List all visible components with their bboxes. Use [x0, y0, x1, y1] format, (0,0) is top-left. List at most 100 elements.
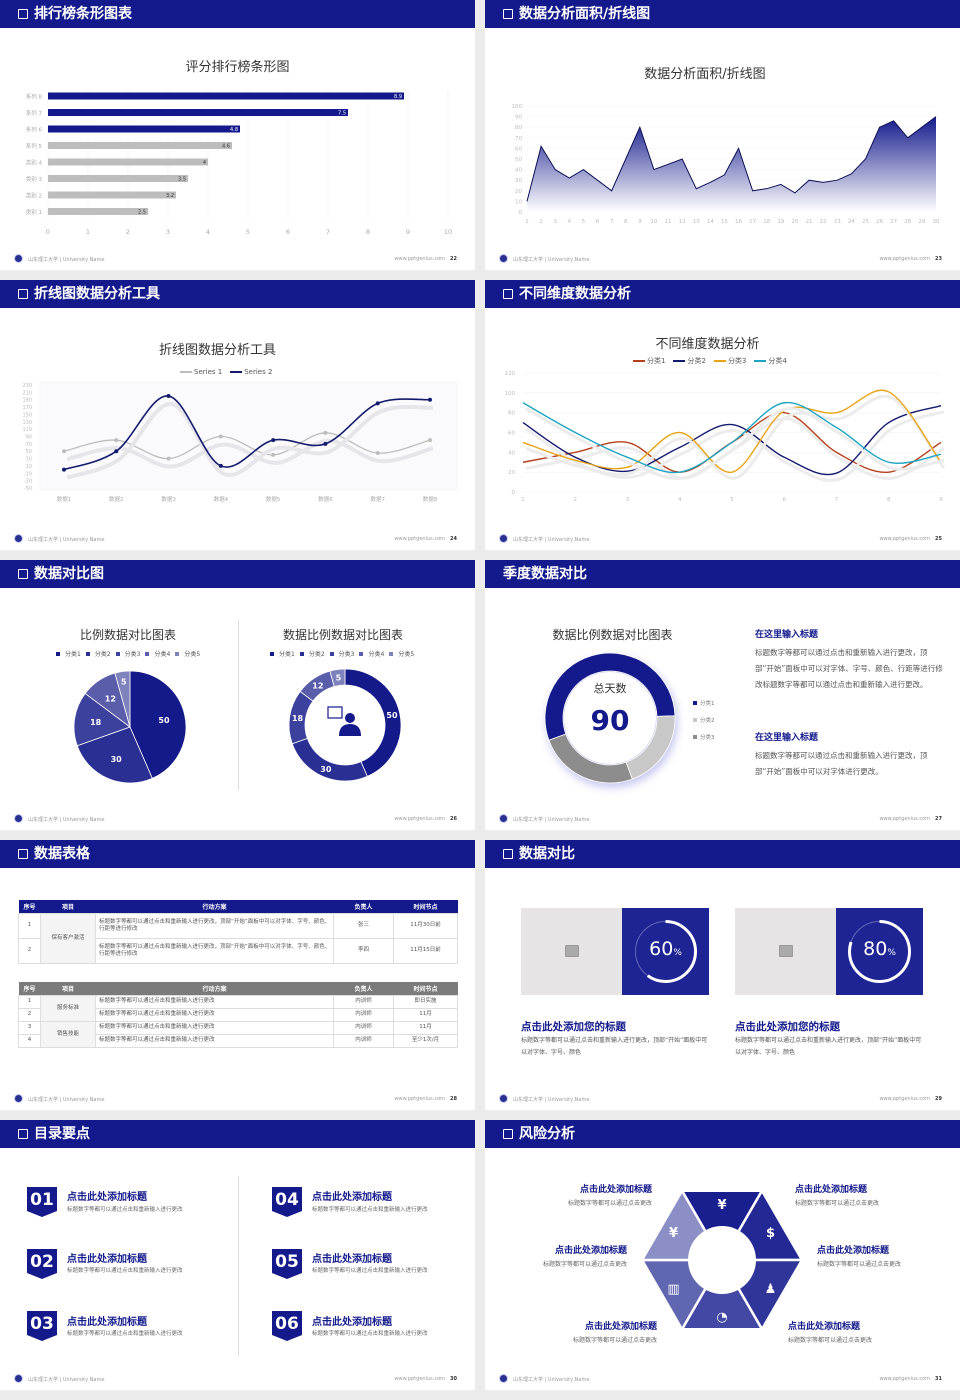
y-tick-label: 20	[508, 470, 515, 476]
slide-title: 数据分析面积/折线图	[519, 6, 651, 22]
university-logo-icon	[14, 534, 23, 543]
person-head-icon	[345, 713, 355, 723]
divider	[238, 620, 239, 790]
y-tick-label: 类别 2	[26, 192, 42, 200]
slide-footer: 山东理工大学 | University Name www.pptgenius.co…	[485, 1093, 960, 1105]
chart-title: 不同维度数据分析	[655, 337, 760, 352]
page-number: 27	[935, 816, 942, 822]
checkbox-icon	[503, 1129, 513, 1139]
image-placeholder[interactable]	[735, 908, 836, 995]
bar-chart: 0 1 2 3 4 5 6 7 8 9 10 类别 1 2.5 类别 2 3.2 类别 3 3.5 类别 4 4 系列…	[26, 90, 452, 236]
footer-website: www.pptgenius.com	[879, 256, 930, 262]
data-label: 50	[158, 716, 170, 725]
y-tick-label: 50	[26, 449, 32, 455]
cell-no: 1	[18, 912, 41, 939]
item-text: 标题数字等都可以通过点击和重新输入进行更改	[312, 1207, 428, 1213]
x-tick-label: 3	[166, 228, 170, 236]
legend-item: 分类4	[359, 649, 384, 658]
slide-footer: 山东理工大学 | University Name www.pptgenius.co…	[0, 1093, 475, 1105]
item-text: 标题数字等都可以通过点击和重新输入进行更改	[312, 1331, 428, 1337]
slice-分类3	[548, 733, 633, 784]
page-number: 30	[450, 1376, 457, 1382]
slide-title: 季度数据对比	[503, 566, 587, 582]
data-label: 50	[386, 711, 398, 720]
slide-header: 目录要点	[0, 1120, 475, 1148]
x-tick-label: 8	[887, 497, 891, 503]
slide-title: 数据表格	[34, 846, 90, 862]
x-tick-label: 30	[933, 219, 940, 225]
y-tick-label: 210	[22, 390, 32, 396]
bar	[48, 191, 176, 199]
cell-time: 11月	[393, 1020, 458, 1035]
legend-item: 分类2	[693, 713, 715, 730]
legend-label: 分类2	[700, 718, 715, 724]
area-fill	[527, 116, 936, 212]
y-tick-label: 90	[26, 435, 32, 441]
data-label: 30	[320, 765, 332, 774]
data-label: 12	[312, 681, 323, 690]
x-tick-label: 27	[890, 219, 897, 225]
legend-swatch	[115, 651, 120, 656]
legend-swatch	[270, 651, 274, 656]
multi-line-chart: 0 20 40 60 80 100 120 1 2 3 4 5 6 7 8 9	[505, 371, 946, 503]
number-badge: 04	[272, 1187, 302, 1217]
image-placeholder[interactable]	[521, 908, 622, 995]
cell-plan: 标题数字等都可以通过点击和重新输入进行更改	[95, 994, 334, 1009]
checkbox-icon	[503, 289, 513, 299]
footer-university: 山东理工大学 | University Name	[513, 537, 590, 543]
y-tick-label: 90	[515, 115, 522, 121]
legend-label: 分类3	[124, 651, 141, 658]
slide-season-compare: 季度数据对比 数据比例数据对比图表 总天数 90 分类1 分类2 分类3 在这里输入…	[485, 560, 960, 830]
pie-chart-icon: ◔	[716, 1310, 727, 1325]
slide-outline: 目录要点 01 点击此处添加标题 标题数字等都可以通过点击和重新输入进行更改 02 点…	[0, 1120, 475, 1390]
data-label: 5	[121, 678, 127, 687]
x-tick-label: 数据5	[266, 495, 281, 503]
table-row: 1 保有客户激活 标题数字等都可以通过点击和重新输入进行更改，顶部“开始”面板中…	[18, 912, 458, 964]
legend-swatch	[693, 701, 697, 705]
data-point	[271, 452, 276, 457]
data-label: 4	[203, 160, 206, 166]
legend-swatch	[754, 360, 767, 362]
slice-分类5	[329, 668, 346, 687]
x-tick-label: 数据2	[109, 495, 124, 503]
legend-label: 分类2	[687, 357, 706, 365]
slide-title: 目录要点	[34, 1126, 90, 1142]
slide-title: 数据对比	[519, 846, 575, 862]
y-tick-label: 50	[515, 157, 522, 163]
y-tick-label: 40	[515, 168, 522, 174]
bar	[48, 208, 148, 215]
item-text: 标题数字等都可以通过点击和重新输入进行更改	[67, 1268, 183, 1274]
footer-university: 山东理工大学 | University Name	[513, 817, 590, 823]
data-point	[428, 438, 432, 443]
column-header: 序号	[18, 982, 41, 995]
series-shadow	[66, 402, 434, 480]
footer-website: www.pptgenius.com	[394, 256, 445, 262]
cell-time: 11月30日前	[393, 912, 458, 939]
data-point	[218, 434, 223, 439]
legend-item: 分类3	[329, 649, 354, 658]
block-title: 在这里输入标题	[755, 630, 819, 640]
x-tick-label: 8	[366, 228, 370, 236]
slide-footer: 山东理工大学 | University Name www.pptgenius.co…	[0, 253, 475, 265]
y-tick-label: 30	[515, 178, 522, 184]
footer-university: 山东理工大学 | University Name	[513, 257, 590, 263]
series-line-3	[522, 389, 942, 473]
slide-title: 排行榜条形图表	[34, 6, 132, 22]
x-tick-label: 7	[326, 228, 330, 236]
slide-footer: 山东理工大学 | University Name www.pptgenius.co…	[485, 253, 960, 265]
footer-website: www.pptgenius.com	[394, 1376, 445, 1382]
slide-footer: 山东理工大学 | University Name www.pptgenius.co…	[485, 533, 960, 545]
university-logo-icon	[499, 254, 508, 263]
value-number: 80	[863, 938, 888, 960]
x-tick-label: 3	[626, 497, 630, 503]
cell-no: 1	[18, 994, 41, 1009]
chart-title: 评分排行榜条形图	[185, 60, 290, 75]
legend-item: Series 2	[230, 368, 272, 376]
slide-title: 风险分析	[519, 1126, 575, 1142]
legend-label: 分类3	[700, 735, 715, 741]
data-label: 30	[111, 755, 123, 764]
y-tick-label: 230	[22, 383, 32, 389]
x-tick-label: 12	[679, 219, 686, 225]
y-tick-label: 60	[515, 146, 522, 152]
